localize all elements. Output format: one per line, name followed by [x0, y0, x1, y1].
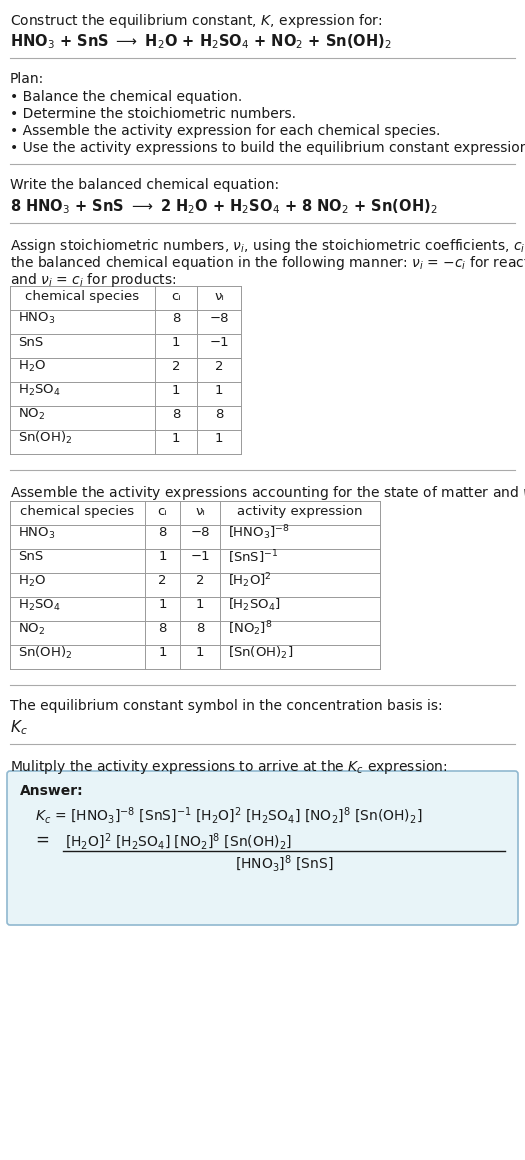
Text: NO$_2$: NO$_2$	[18, 622, 45, 637]
Text: SnS: SnS	[18, 551, 43, 564]
Text: Answer:: Answer:	[20, 784, 83, 798]
Text: H$_2$O: H$_2$O	[18, 358, 46, 374]
Text: 2: 2	[215, 360, 223, 372]
Text: =: =	[35, 831, 49, 849]
Text: Assign stoichiometric numbers, $\nu_i$, using the stoichiometric coefficients, $: Assign stoichiometric numbers, $\nu_i$, …	[10, 237, 525, 255]
Text: 1: 1	[196, 599, 204, 611]
Text: 8 HNO$_3$ + SnS $\longrightarrow$ 2 H$_2$O + H$_2$SO$_4$ + 8 NO$_2$ + Sn(OH)$_2$: 8 HNO$_3$ + SnS $\longrightarrow$ 2 H$_2…	[10, 197, 437, 216]
Text: SnS: SnS	[18, 335, 43, 348]
Text: 8: 8	[215, 407, 223, 421]
Text: cᵢ: cᵢ	[171, 290, 181, 303]
Text: $[\mathrm{H_2O}]^{2}$ $[\mathrm{H_2SO_4}]$ $[\mathrm{NO_2}]^{8}$ $[\mathrm{Sn(OH: $[\mathrm{H_2O}]^{2}$ $[\mathrm{H_2SO_4}…	[65, 832, 292, 853]
Text: H$_2$SO$_4$: H$_2$SO$_4$	[18, 597, 61, 612]
Text: $[\mathrm{HNO_3}]^{8}$ $[\mathrm{SnS}]$: $[\mathrm{HNO_3}]^{8}$ $[\mathrm{SnS}]$	[235, 854, 333, 875]
Text: [H$_2$O]$^2$: [H$_2$O]$^2$	[228, 572, 272, 590]
Text: H$_2$SO$_4$: H$_2$SO$_4$	[18, 383, 61, 398]
Text: Plan:: Plan:	[10, 72, 44, 86]
Text: activity expression: activity expression	[237, 505, 363, 519]
Text: −8: −8	[209, 312, 229, 325]
Text: 1: 1	[172, 335, 180, 348]
Text: 2: 2	[172, 360, 180, 372]
Text: Write the balanced chemical equation:: Write the balanced chemical equation:	[10, 177, 279, 193]
Text: [HNO$_3$]$^{-8}$: [HNO$_3$]$^{-8}$	[228, 523, 290, 543]
Text: 1: 1	[172, 384, 180, 397]
Text: −1: −1	[209, 335, 229, 348]
Text: 8: 8	[159, 623, 167, 636]
Text: HNO$_3$ + SnS $\longrightarrow$ H$_2$O + H$_2$SO$_4$ + NO$_2$ + Sn(OH)$_2$: HNO$_3$ + SnS $\longrightarrow$ H$_2$O +…	[10, 32, 392, 51]
Text: 2: 2	[158, 574, 167, 587]
Text: • Assemble the activity expression for each chemical species.: • Assemble the activity expression for e…	[10, 124, 440, 138]
Text: 8: 8	[172, 312, 180, 325]
Text: $K_c$ = $[\mathrm{HNO_3}]^{-8}$ $[\mathrm{SnS}]^{-1}$ $[\mathrm{H_2O}]^{2}$ $[\m: $K_c$ = $[\mathrm{HNO_3}]^{-8}$ $[\mathr…	[35, 806, 423, 826]
Text: [Sn(OH)$_2$]: [Sn(OH)$_2$]	[228, 645, 293, 661]
Text: 1: 1	[172, 432, 180, 444]
Text: The equilibrium constant symbol in the concentration basis is:: The equilibrium constant symbol in the c…	[10, 699, 443, 713]
Text: cᵢ: cᵢ	[158, 505, 167, 519]
Text: and $\nu_i$ = $c_i$ for products:: and $\nu_i$ = $c_i$ for products:	[10, 271, 176, 289]
Text: 8: 8	[172, 407, 180, 421]
Text: 1: 1	[158, 551, 167, 564]
Text: 1: 1	[158, 599, 167, 611]
Text: Sn(OH)$_2$: Sn(OH)$_2$	[18, 430, 72, 447]
Text: [NO$_2$]$^8$: [NO$_2$]$^8$	[228, 619, 272, 638]
Text: 8: 8	[196, 623, 204, 636]
Text: Mulitply the activity expressions to arrive at the $K_c$ expression:: Mulitply the activity expressions to arr…	[10, 757, 447, 776]
Text: Construct the equilibrium constant, $K$, expression for:: Construct the equilibrium constant, $K$,…	[10, 12, 383, 30]
Text: • Determine the stoichiometric numbers.: • Determine the stoichiometric numbers.	[10, 107, 296, 121]
Text: νᵢ: νᵢ	[214, 290, 224, 303]
Text: −1: −1	[190, 551, 210, 564]
Text: chemical species: chemical species	[20, 505, 134, 519]
Text: −8: −8	[190, 527, 210, 539]
Text: 1: 1	[215, 384, 223, 397]
Text: • Use the activity expressions to build the equilibrium constant expression.: • Use the activity expressions to build …	[10, 142, 525, 155]
Text: 1: 1	[196, 646, 204, 660]
Text: $K_c$: $K_c$	[10, 718, 28, 737]
FancyBboxPatch shape	[7, 771, 518, 925]
Text: NO$_2$: NO$_2$	[18, 406, 45, 421]
Text: 1: 1	[215, 432, 223, 444]
Text: [SnS]$^{-1}$: [SnS]$^{-1}$	[228, 549, 278, 566]
Text: Sn(OH)$_2$: Sn(OH)$_2$	[18, 645, 72, 661]
Text: 8: 8	[159, 527, 167, 539]
Text: 2: 2	[196, 574, 204, 587]
Text: HNO$_3$: HNO$_3$	[18, 525, 56, 541]
Text: H$_2$O: H$_2$O	[18, 573, 46, 588]
Text: νᵢ: νᵢ	[195, 505, 205, 519]
Text: HNO$_3$: HNO$_3$	[18, 311, 56, 326]
Text: 1: 1	[158, 646, 167, 660]
Text: • Balance the chemical equation.: • Balance the chemical equation.	[10, 90, 242, 104]
Text: [H$_2$SO$_4$]: [H$_2$SO$_4$]	[228, 597, 280, 612]
Text: Assemble the activity expressions accounting for the state of matter and $\nu_i$: Assemble the activity expressions accoun…	[10, 484, 525, 502]
Text: chemical species: chemical species	[25, 290, 140, 303]
Text: the balanced chemical equation in the following manner: $\nu_i$ = $-c_i$ for rea: the balanced chemical equation in the fo…	[10, 254, 525, 271]
